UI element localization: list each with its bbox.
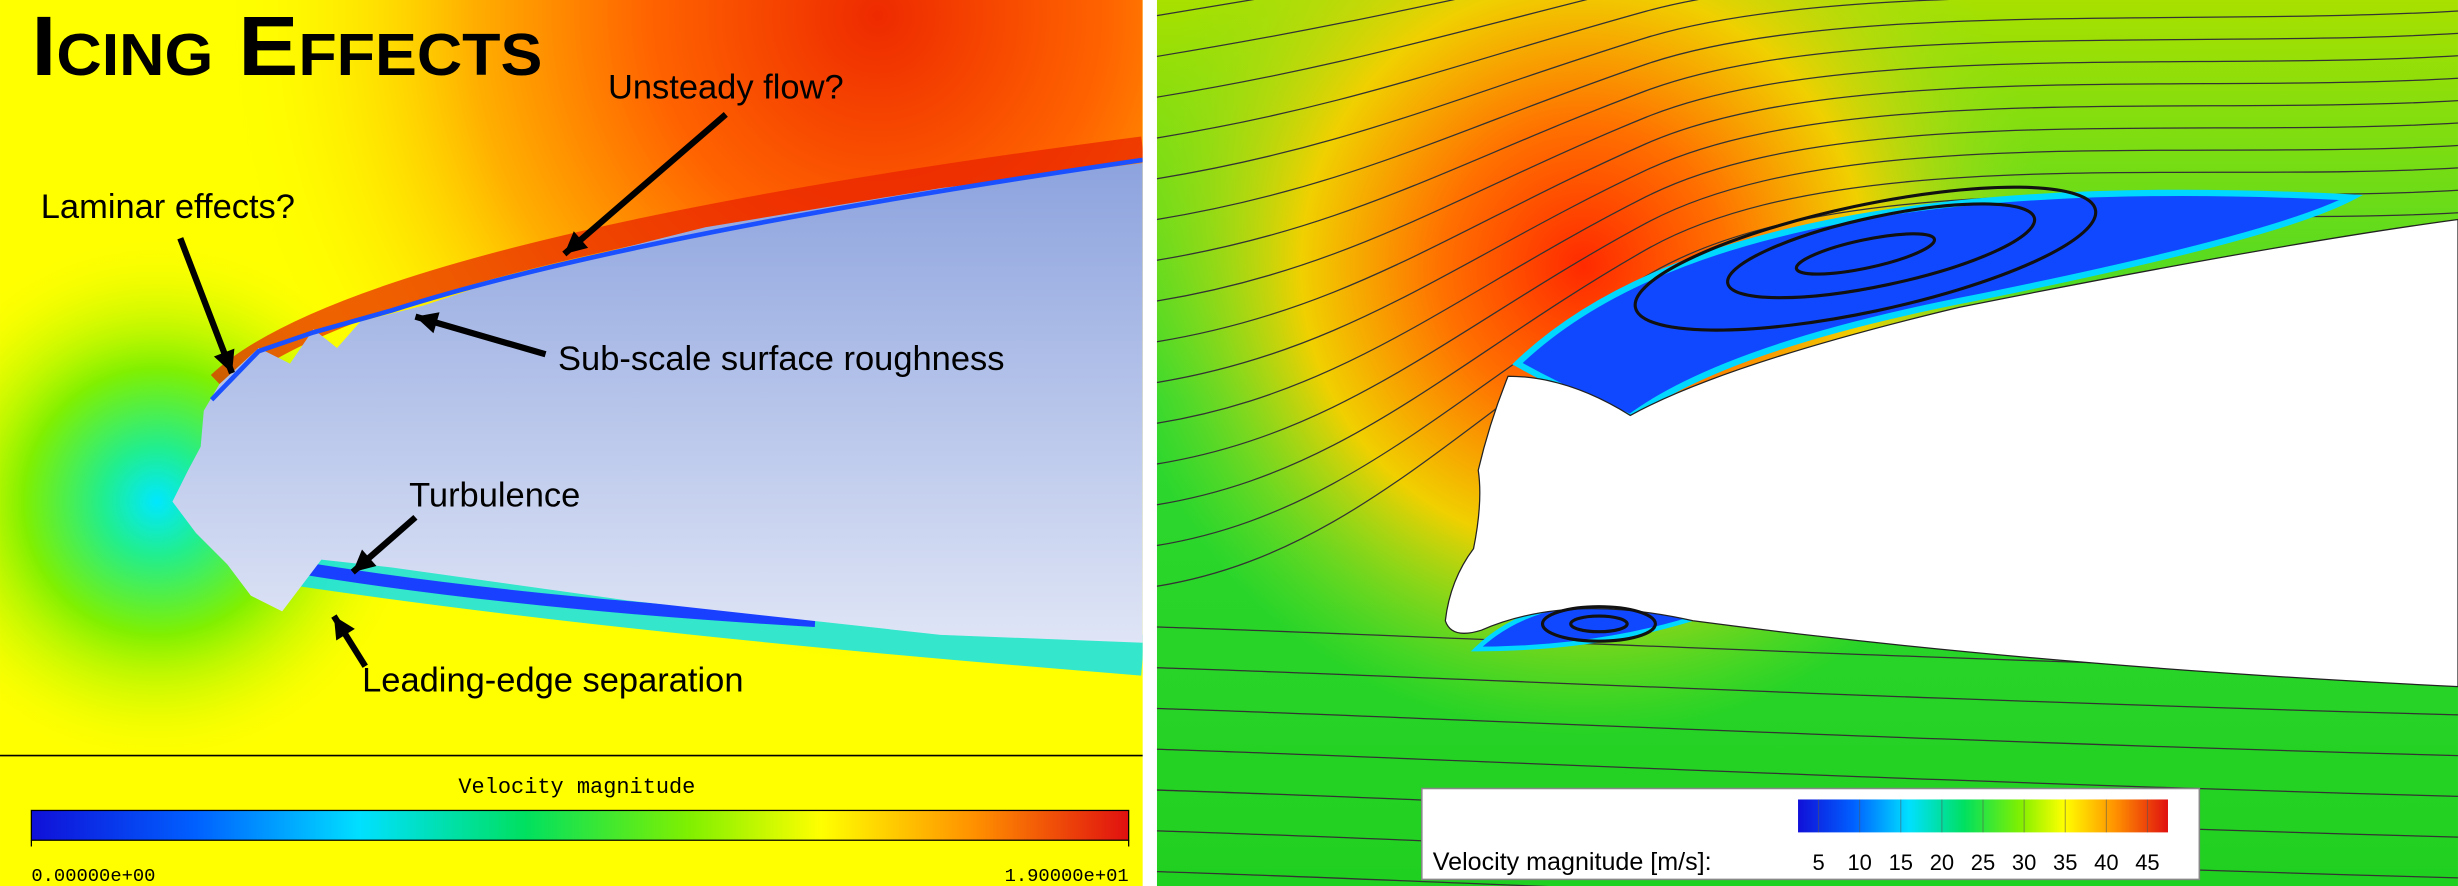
arrow-shaft bbox=[177, 237, 235, 375]
panel-gap bbox=[1142, 0, 1157, 886]
annotation: Sub-scale surface roughness bbox=[558, 340, 1004, 378]
colorbar-tick-label: 0.00000e+00 bbox=[31, 865, 155, 886]
streamline bbox=[1156, 667, 2458, 716]
streamline bbox=[1156, 144, 2458, 465]
colorbar-tick-label: 5 bbox=[1812, 850, 1824, 875]
streamline bbox=[1156, 10, 2458, 221]
left-colorbar-title: Velocity magnitude bbox=[458, 775, 695, 800]
streamline bbox=[1156, 0, 1588, 98]
arrow-head bbox=[564, 231, 589, 254]
recirculation bbox=[1540, 185, 2098, 643]
streamline bbox=[1156, 55, 2458, 302]
annotation: Leading-edge separation bbox=[362, 661, 743, 699]
streamline bbox=[1156, 0, 1700, 139]
annotation: Unsteady flow? bbox=[608, 69, 844, 107]
left-colorbar bbox=[30, 809, 1130, 841]
vortex-ring bbox=[1540, 605, 1657, 643]
colorbar-tick-label: 25 bbox=[1971, 850, 1995, 875]
streamline bbox=[1156, 100, 2458, 384]
streamline bbox=[1156, 167, 2458, 506]
iced-airfoil-section bbox=[1444, 218, 2458, 688]
streamline bbox=[1156, 870, 1550, 886]
colorbar-tick-label: 20 bbox=[1930, 850, 1954, 875]
arrow-head bbox=[213, 348, 235, 374]
streamline bbox=[1156, 0, 1950, 180]
colorbar-tick-label: 35 bbox=[2053, 850, 2077, 875]
vortex-ring bbox=[1569, 614, 1629, 634]
streamline bbox=[1156, 32, 2458, 261]
arrow-shaft bbox=[562, 112, 728, 257]
colorbar-tick-label: 40 bbox=[2094, 850, 2118, 875]
right-flow-field bbox=[1156, 0, 2458, 886]
left-flow-field bbox=[0, 0, 1143, 756]
colorbar-tick-label: 45 bbox=[2135, 850, 2159, 875]
colorbar-tick-label: 15 bbox=[1889, 850, 1913, 875]
colorbar-tick-label: 10 bbox=[1847, 850, 1871, 875]
streamline bbox=[1156, 77, 2458, 343]
streamline bbox=[1156, 748, 2458, 797]
streamline bbox=[1156, 122, 2458, 424]
colorbar-tick-label: 1.90000e+01 bbox=[1005, 865, 1129, 886]
slide-title: Icing Effects bbox=[31, 0, 542, 93]
lower-separation bbox=[296, 561, 816, 628]
colorbar-tick-label: 30 bbox=[2012, 850, 2036, 875]
arrow-head bbox=[415, 312, 440, 334]
annotation: Laminar effects? bbox=[41, 188, 295, 226]
surface-layer bbox=[209, 157, 1143, 402]
arrow-shaft bbox=[414, 313, 547, 358]
iced-airfoil bbox=[172, 163, 1143, 643]
arrow-head bbox=[352, 549, 377, 573]
arrow-head bbox=[333, 616, 355, 641]
vortex-ring bbox=[1726, 202, 2037, 300]
streamline bbox=[1156, 707, 2458, 757]
annotation: Turbulence bbox=[409, 476, 580, 514]
vortex-ring bbox=[1633, 185, 2098, 332]
vortex-ring bbox=[1794, 232, 1937, 276]
streamline bbox=[1156, 0, 1456, 58]
right-colorbar-title: Velocity magnitude [m/s]: bbox=[1433, 848, 1712, 876]
